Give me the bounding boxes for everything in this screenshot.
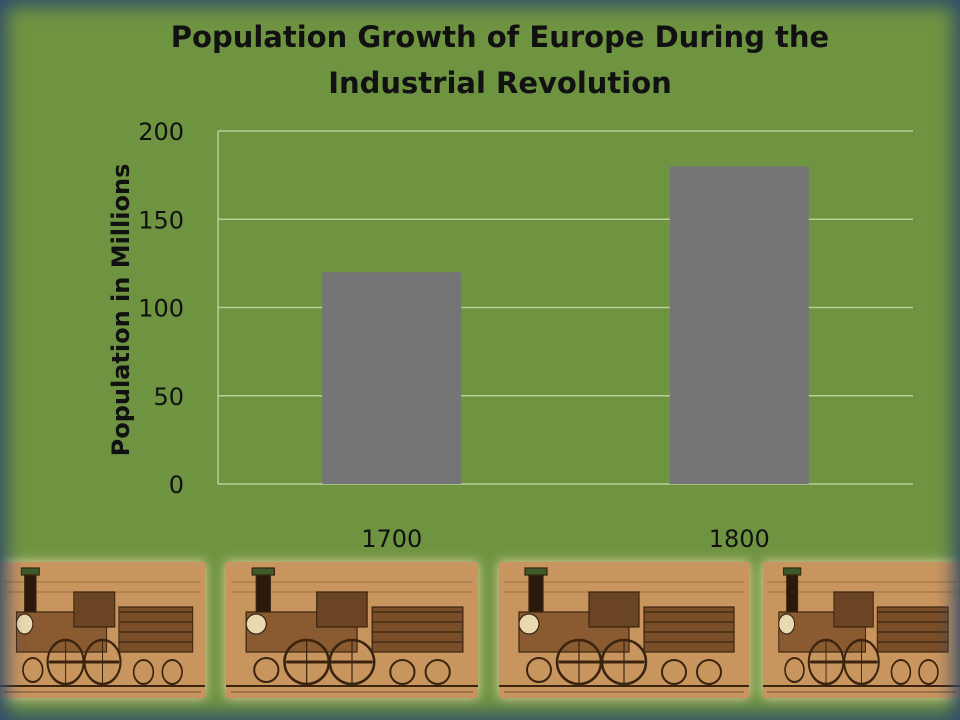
y-tick-label-50: 50 [153,383,184,411]
chart-title-line-2: Industrial Revolution [328,66,672,101]
y-tick-label-200: 200 [138,118,184,146]
y-tick-label-150: 150 [138,206,184,234]
locomotive-image-4 [763,562,960,698]
bar-1800 [669,166,809,485]
x-tick-label-1800: 1800 [709,525,770,553]
locomotive-image-1 [0,562,205,698]
chart-title: Population Growth of Europe During the I… [100,14,900,107]
y-tick-label-100: 100 [138,295,184,323]
chart-title-line-1: Population Growth of Europe During the [170,20,830,54]
bar-chart: 0 50 100 150 200 1700 1800 [138,118,913,553]
y-tick-label-0: 0 [169,471,184,499]
x-tick-label-1700: 1700 [361,525,422,553]
locomotive-image-2 [226,562,478,698]
bar-1700 [322,272,462,484]
locomotive-image-3 [499,562,749,698]
